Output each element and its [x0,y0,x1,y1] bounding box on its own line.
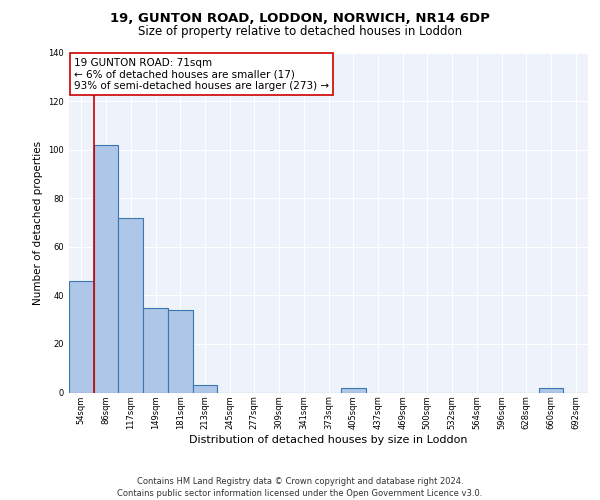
Bar [118,218,143,392]
Text: 19 GUNTON ROAD: 71sqm
← 6% of detached houses are smaller (17)
93% of semi-detac: 19 GUNTON ROAD: 71sqm ← 6% of detached h… [74,58,329,91]
Text: Contains HM Land Registry data © Crown copyright and database right 2024.
Contai: Contains HM Land Registry data © Crown c… [118,476,482,498]
Bar [341,388,365,392]
Bar [193,385,217,392]
Text: Size of property relative to detached houses in Loddon: Size of property relative to detached ho… [138,25,462,38]
X-axis label: Distribution of detached houses by size in Loddon: Distribution of detached houses by size … [189,435,468,445]
Bar [69,281,94,392]
Y-axis label: Number of detached properties: Number of detached properties [33,140,43,304]
Bar [539,388,563,392]
Bar [168,310,193,392]
Text: 19, GUNTON ROAD, LODDON, NORWICH, NR14 6DP: 19, GUNTON ROAD, LODDON, NORWICH, NR14 6… [110,12,490,26]
Bar [94,145,118,392]
Bar [143,308,168,392]
